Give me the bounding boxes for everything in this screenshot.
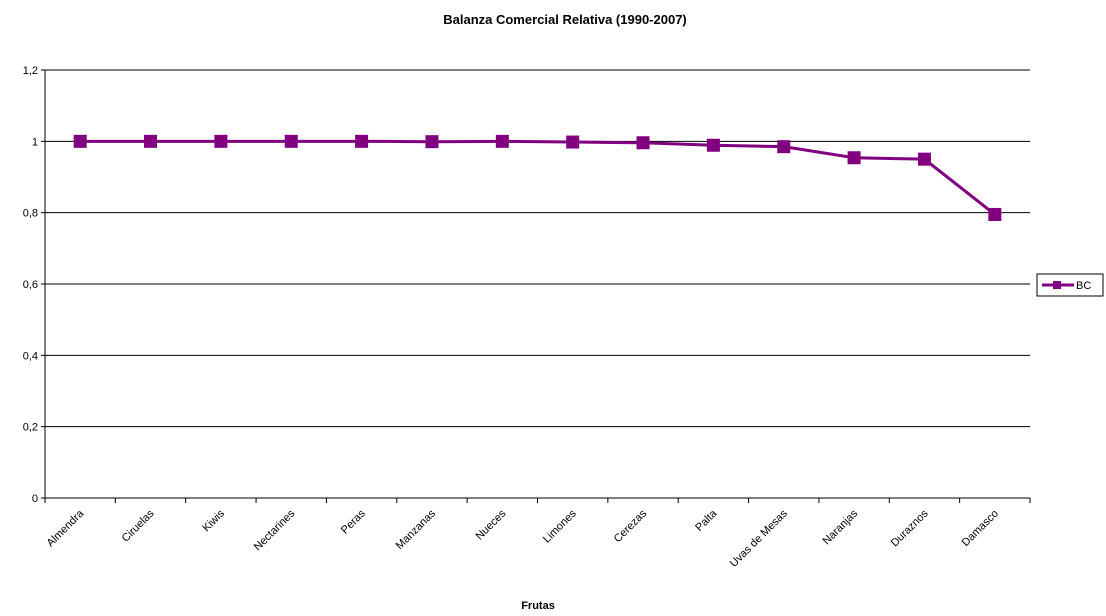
data-point [355,134,369,148]
y-tick-label: 0,4 [23,350,38,362]
x-tick-label: Kiwis [200,507,227,534]
y-axis-ticks: 0 0,2 0,4 0,6 0,8 1 1,2 [23,65,45,505]
gridlines [45,69,1030,499]
data-point [706,138,720,152]
legend-marker [1053,281,1061,289]
y-tick-label: 0,2 [23,422,38,434]
data-point [73,134,87,148]
legend: BC [1036,273,1104,297]
x-tick-label: Cerezas [612,507,650,545]
x-tick-label: Ciruelas [120,507,157,544]
data-point [214,134,228,148]
data-point [988,207,1002,221]
x-tick-label: Almendra [45,507,87,549]
x-tick-label: Nueces [474,507,509,542]
y-tick-label: 1 [32,136,38,148]
x-tick-label: Nectarines [252,507,298,553]
data-point [917,152,931,166]
data-point [636,136,650,150]
x-tick-label: Uvas de Mesas [728,507,790,569]
x-tick-label: Manzanas [394,507,439,552]
data-point [425,135,439,149]
series-line [80,139,996,216]
x-tick-label: Duraznos [889,507,931,549]
y-tick-label: 0 [32,493,38,505]
x-tick-label: Peras [339,507,368,536]
x-tick-label: Naranjas [821,507,861,547]
data-point [566,135,580,149]
data-point [847,151,861,165]
y-tick-label: 0,6 [23,279,38,291]
legend-label: BC [1076,280,1091,292]
series-bc [73,134,1002,221]
data-point [777,140,791,154]
x-tick-label: Palta [693,507,720,534]
y-tick-label: 1,2 [23,65,38,77]
data-point [495,134,509,148]
x-axis-ticks: Almendra Ciruelas Kiwis Nectarines Peras Manz… [44,498,1031,570]
data-point [284,134,298,148]
chart-title: Balanza Comercial Relativa (1990-2007) [443,12,687,27]
x-tick-label: Limones [541,507,579,545]
x-tick-label: Damasco [960,508,1001,549]
data-point [144,134,158,148]
x-axis-title: Frutas [521,600,555,612]
y-tick-label: 0,8 [23,208,38,220]
